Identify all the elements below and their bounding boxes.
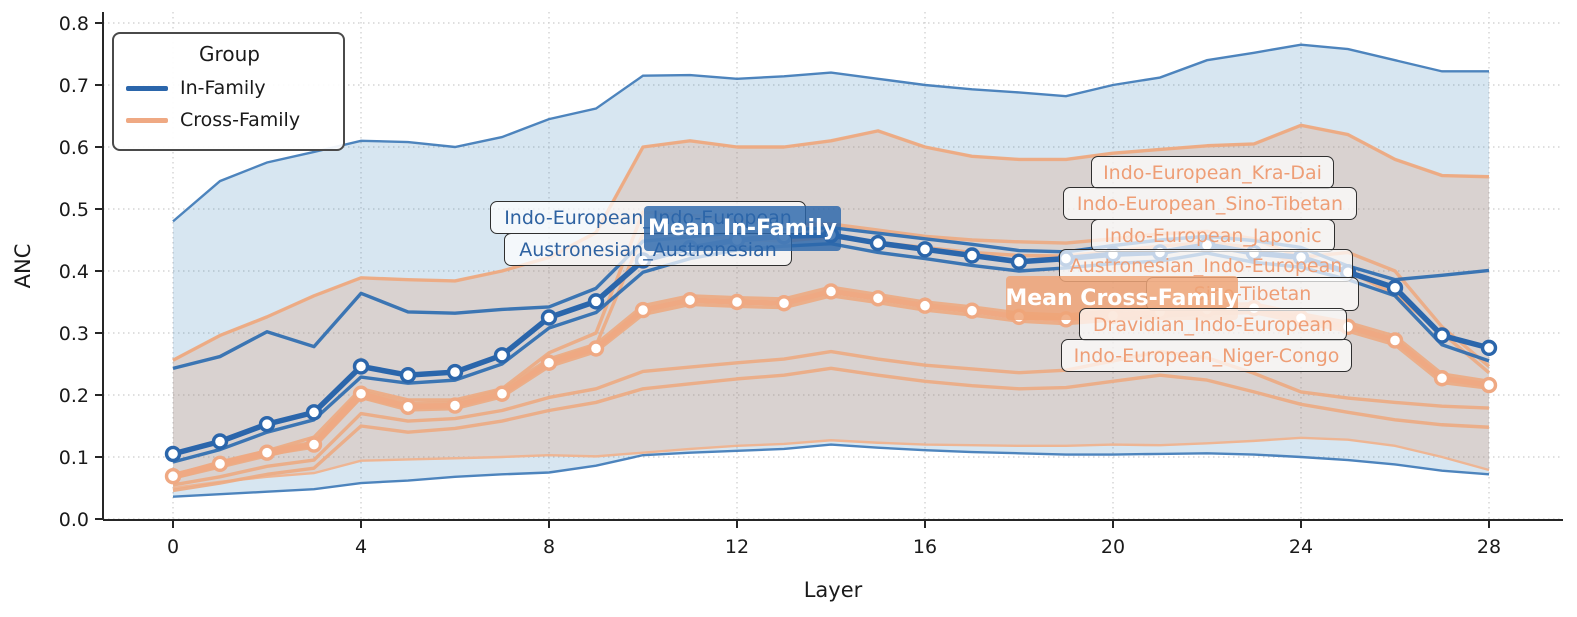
mean-marker [1010,253,1028,270]
mean-marker [728,293,746,311]
mean-marker [587,340,605,357]
mean-marker [164,468,182,485]
y-tick-label: 0.6 [59,137,89,159]
label-indo-european-kra-dai: Indo-European_Kra-Dai [1091,156,1334,189]
label-indo-european-niger-congo: Indo-European_Niger-Congo [1061,339,1352,372]
x-tick-label: 28 [1477,536,1501,558]
mean-marker [211,433,229,450]
y-tick-label: 0.8 [59,13,89,35]
mean-marker [916,241,934,258]
mean-marker [775,295,793,312]
mean-marker [1433,327,1451,344]
y-tick-label: 0.4 [59,261,89,283]
label-indo-european-japonic: Indo-European_Japonic [1091,219,1335,252]
legend: Group In-Family Cross-Family [112,32,345,151]
mean-marker [305,436,323,453]
x-tick-label: 16 [913,536,937,558]
x-axis-title: Layer [804,578,863,602]
y-tick-label: 0.7 [59,75,89,97]
mean-marker [963,247,981,264]
mean-marker [399,398,417,415]
band-lower-edge [172,436,1490,490]
x-tick-label: 4 [355,536,367,558]
mean-marker [1480,339,1498,357]
mean-marker [258,444,276,461]
mean-marker [352,385,370,402]
x-tick-label: 0 [167,536,179,558]
x-tick-label: 8 [543,536,555,558]
legend-item-cross-family: Cross-Family [126,104,333,136]
box-mean-in-family: Mean In-Family [644,206,841,251]
mean-marker [211,455,229,473]
mean-marker [399,366,417,384]
x-tick-label: 24 [1289,536,1313,558]
pair-line-indo-european-kra-dai [172,123,1490,362]
mean-marker [1386,332,1404,349]
mean-marker [587,293,605,310]
in-family-line-swatch [126,85,168,91]
mean-marker [164,445,182,463]
y-tick-label: 0.5 [59,199,89,221]
x-tick-label: 20 [1101,536,1125,558]
mean-marker [540,309,558,326]
mean-marker [681,291,699,309]
legend-item-label: Cross-Family [180,109,301,131]
y-tick-label: 0.3 [59,323,89,345]
mean-marker [963,302,981,319]
mean-marker [1480,376,1498,394]
y-tick-label: 0.0 [59,509,89,531]
y-axis-title: ANC [11,244,35,289]
mean-marker [258,415,276,433]
band-upper-edge [172,43,1489,223]
pair-line-indo-european-niger-congo [172,366,1490,493]
legend-title: Group [199,42,260,66]
mean-marker [1433,370,1451,387]
y-tick-label: 0.2 [59,385,89,407]
label-dravidian-indo-european: Dravidian_Indo-European [1079,308,1347,341]
legend-item-label: In-Family [180,77,266,99]
cross-family-line-swatch [126,117,168,123]
legend-item-in-family: In-Family [126,72,333,104]
mean-marker [822,283,840,300]
mean-marker [916,297,934,314]
mean-marker [493,347,511,364]
x-tick-label: 12 [725,536,749,558]
band-lower-edge [172,443,1490,498]
mean-marker [540,354,558,371]
mean-marker [352,358,370,375]
mean-marker [446,397,464,414]
y-tick-label: 0.1 [59,447,89,469]
label-indo-european-sino-tibetan: Indo-European_Sino-Tibetan [1063,187,1357,220]
mean-marker [869,290,887,307]
mean-marker [305,404,323,421]
pair-line-dravidian-indo-european [172,349,1490,487]
mean-marker [1386,279,1404,296]
mean-marker [634,301,652,319]
mean-marker [493,385,511,402]
mean-marker [869,234,887,252]
mean-marker [446,363,464,381]
